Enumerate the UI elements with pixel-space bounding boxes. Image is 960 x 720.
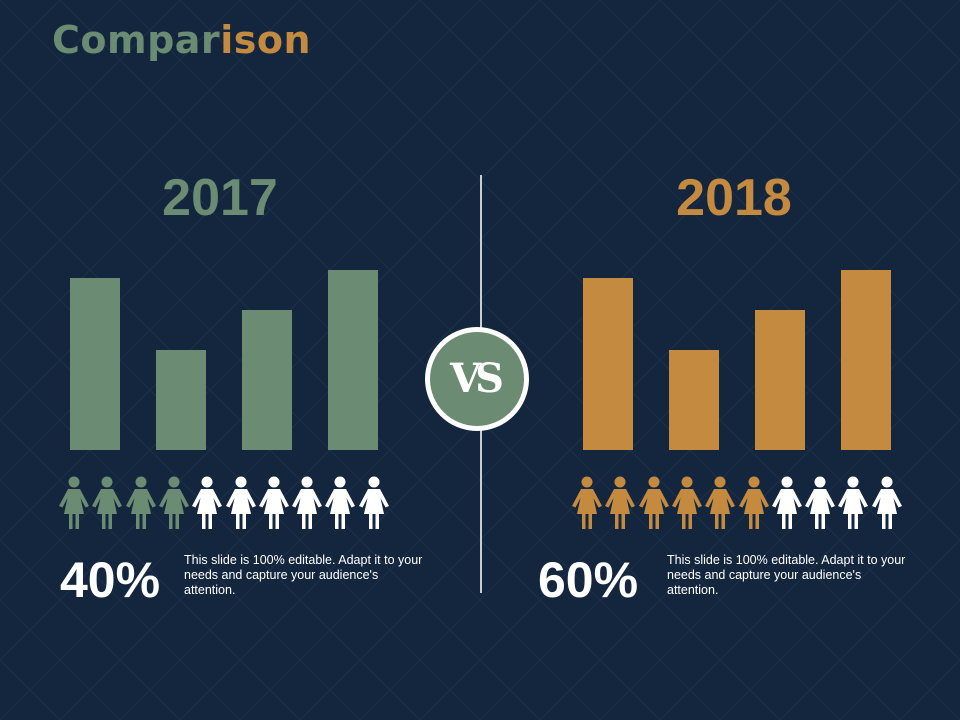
bar bbox=[156, 350, 206, 450]
person-icon bbox=[291, 476, 323, 530]
person-icon-highlighted bbox=[604, 476, 636, 530]
person-icon bbox=[324, 476, 356, 530]
bar bbox=[328, 270, 378, 450]
year-label-2017: 2017 bbox=[162, 169, 278, 227]
bar bbox=[841, 270, 891, 450]
person-icon bbox=[258, 476, 290, 530]
person-icon bbox=[804, 476, 836, 530]
bar-chart-2017 bbox=[70, 260, 410, 450]
bar bbox=[755, 310, 805, 450]
percent-2018: 60% bbox=[538, 552, 639, 608]
people-row-2017 bbox=[58, 476, 390, 530]
person-icon-highlighted bbox=[158, 476, 190, 530]
bar bbox=[70, 278, 120, 450]
bar bbox=[583, 278, 633, 450]
person-icon bbox=[837, 476, 869, 530]
person-icon-highlighted bbox=[671, 476, 703, 530]
vs-label: VS bbox=[430, 332, 524, 426]
person-icon-highlighted bbox=[91, 476, 123, 530]
people-row-2018 bbox=[571, 476, 903, 530]
description-2018: This slide is 100% editable. Adapt it to… bbox=[667, 553, 906, 597]
description-2017: This slide is 100% editable. Adapt it to… bbox=[184, 553, 423, 597]
page-title: Comparison bbox=[52, 14, 311, 66]
person-icon bbox=[358, 476, 390, 530]
person-icon-highlighted bbox=[704, 476, 736, 530]
person-icon bbox=[191, 476, 223, 530]
page-title-part-1: Compar bbox=[52, 18, 221, 62]
person-icon-highlighted bbox=[571, 476, 603, 530]
person-icon-highlighted bbox=[738, 476, 770, 530]
percent-2017: 40% bbox=[60, 552, 161, 608]
bar bbox=[242, 310, 292, 450]
person-icon-highlighted bbox=[125, 476, 157, 530]
person-icon-highlighted bbox=[58, 476, 90, 530]
page-title-part-2: ison bbox=[220, 18, 311, 62]
vs-badge: VS bbox=[425, 327, 529, 431]
person-icon-highlighted bbox=[638, 476, 670, 530]
person-icon bbox=[771, 476, 803, 530]
bar-chart-2018 bbox=[583, 260, 923, 450]
person-icon bbox=[871, 476, 903, 530]
year-label-2018: 2018 bbox=[676, 169, 792, 227]
person-icon bbox=[225, 476, 257, 530]
bar bbox=[669, 350, 719, 450]
